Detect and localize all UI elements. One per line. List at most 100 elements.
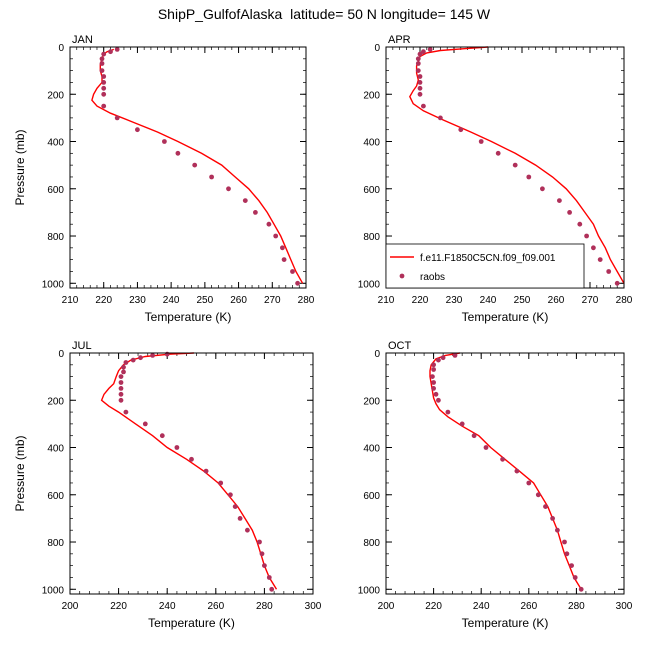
y-tick-label: 0 bbox=[374, 349, 380, 360]
plot-frame bbox=[69, 46, 307, 289]
x-tick-label: 210 bbox=[378, 295, 395, 306]
raobs-point bbox=[478, 139, 484, 144]
raobs-point bbox=[431, 380, 436, 385]
raobs-point bbox=[459, 421, 465, 427]
raobs-point bbox=[118, 380, 124, 385]
x-tick-label: 280 bbox=[568, 601, 585, 612]
x-tick-label: 240 bbox=[163, 295, 180, 306]
x-tick-label: 230 bbox=[446, 295, 463, 306]
y-tick-label: 1000 bbox=[358, 585, 381, 596]
panel-oct: OCT 200 220 240 260 280 300 0 200 400 600 800 1000 Te… bbox=[358, 340, 633, 630]
raobs-point bbox=[431, 362, 436, 368]
y-tick-label: 600 bbox=[363, 185, 380, 196]
raobs-point bbox=[228, 492, 233, 498]
raobs-point bbox=[471, 433, 477, 439]
raobs-point bbox=[526, 174, 532, 180]
raobs-point bbox=[101, 91, 107, 97]
y-tick-label: 800 bbox=[363, 232, 380, 243]
y-tick-label: 200 bbox=[363, 90, 380, 101]
raobs-point bbox=[569, 563, 574, 568]
x-tick-label: 250 bbox=[514, 295, 531, 306]
x-tick-label: 280 bbox=[616, 295, 633, 306]
raobs-point bbox=[226, 186, 231, 192]
x-tick-label: 200 bbox=[378, 601, 395, 612]
legend-model-label: f.e11.F1850C5CN.f09_f09.001 bbox=[420, 253, 556, 264]
raobs-point bbox=[430, 374, 435, 379]
raobs-point bbox=[415, 61, 421, 66]
raobs-point bbox=[295, 280, 300, 286]
raobs-point bbox=[99, 56, 105, 62]
raobs-point bbox=[440, 355, 446, 361]
x-tick-label: 260 bbox=[520, 601, 537, 612]
raobs-point bbox=[421, 103, 426, 109]
raobs-point bbox=[438, 115, 443, 121]
raobs-point bbox=[135, 127, 140, 133]
raobs-point bbox=[174, 445, 180, 450]
panel-label: OCT bbox=[388, 340, 412, 352]
raobs-point bbox=[245, 527, 250, 533]
x-tick-label: 220 bbox=[95, 295, 112, 306]
y-tick-label: 400 bbox=[363, 444, 380, 455]
raobs-point bbox=[218, 480, 224, 486]
raobs-point bbox=[417, 85, 423, 91]
raobs-point bbox=[417, 74, 423, 79]
raobs-point bbox=[417, 80, 423, 85]
raobs-point bbox=[500, 456, 505, 462]
y-tick-label: 0 bbox=[58, 349, 64, 360]
legend-raobs-label: raobs bbox=[420, 272, 445, 283]
panel-jan: JAN 210 220 230 240 250 260 270 280 0 200 400 600 800… bbox=[13, 34, 315, 324]
raobs-point bbox=[257, 539, 262, 545]
raobs-point bbox=[436, 397, 441, 403]
y-tick-label: 200 bbox=[47, 396, 64, 407]
raobs-point bbox=[237, 516, 243, 521]
x-tick-label: 220 bbox=[412, 295, 429, 306]
y-tick-label: 1000 bbox=[358, 279, 381, 290]
x-tick-label: 270 bbox=[264, 295, 281, 306]
model-line bbox=[100, 352, 278, 590]
y-tick-label: 400 bbox=[363, 138, 380, 149]
raobs-point bbox=[577, 221, 583, 227]
page-title: ShipP_GulfofAlaska latitude= 50 N longit… bbox=[157, 6, 491, 22]
raobs-point bbox=[175, 150, 181, 156]
raobs-point bbox=[150, 353, 156, 358]
panel-jul: JUL 200 220 240 260 280 300 0 200 400 600 800 1000 Te… bbox=[13, 340, 322, 630]
x-tick-label: 200 bbox=[62, 601, 79, 612]
x-tick-label: 250 bbox=[197, 295, 214, 306]
raobs-point bbox=[266, 221, 272, 227]
y-tick-label: 400 bbox=[47, 444, 64, 455]
raobs-point bbox=[445, 409, 451, 415]
raobs-point bbox=[101, 74, 107, 79]
raobs-point bbox=[540, 186, 545, 192]
raobs-point bbox=[138, 355, 143, 361]
x-tick-label: 280 bbox=[256, 601, 273, 612]
raobs-point bbox=[433, 391, 439, 397]
raobs-point bbox=[557, 198, 562, 204]
raobs-point bbox=[436, 357, 441, 363]
raobs-point bbox=[290, 269, 295, 274]
y-axis-label: Pressure (mb) bbox=[13, 435, 27, 511]
raobs-point bbox=[555, 527, 560, 533]
x-tick-label: 260 bbox=[230, 295, 247, 306]
y-tick-label: 0 bbox=[58, 43, 64, 54]
raobs-point bbox=[458, 127, 464, 133]
panel-label: APR bbox=[388, 34, 411, 46]
x-tick-label: 260 bbox=[207, 601, 224, 612]
x-tick-label: 230 bbox=[129, 295, 146, 306]
raobs-point bbox=[597, 257, 603, 262]
y-tick-label: 1000 bbox=[42, 585, 65, 596]
y-tick-label: 200 bbox=[47, 90, 64, 101]
raobs-point bbox=[259, 551, 265, 557]
raobs-point bbox=[253, 210, 258, 215]
raobs-point bbox=[118, 374, 124, 379]
raobs-point bbox=[101, 85, 107, 91]
raobs-point bbox=[417, 91, 423, 97]
raobs-point bbox=[114, 115, 120, 121]
panel-label: JUL bbox=[72, 340, 92, 352]
panel-apr: APR 210 220 230 240 250 260 270 280 0 200 400 600 800… bbox=[358, 34, 633, 324]
raobs-point bbox=[280, 245, 285, 251]
raobs-point bbox=[543, 504, 548, 509]
raobs-point bbox=[606, 269, 612, 274]
raobs-point bbox=[431, 386, 436, 391]
raobs-point bbox=[118, 391, 124, 397]
x-tick-label: 300 bbox=[616, 601, 633, 612]
